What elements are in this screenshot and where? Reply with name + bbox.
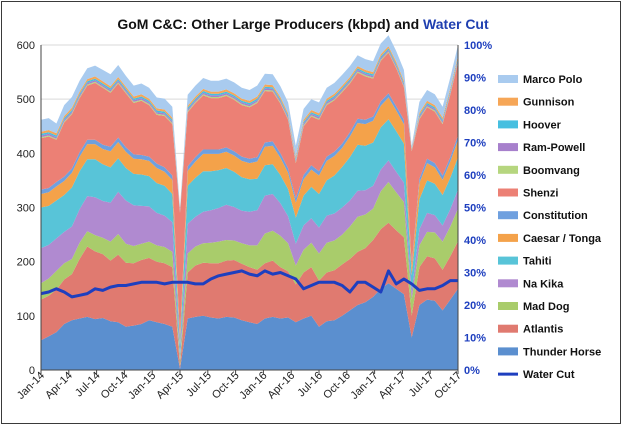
chart-title-main: GoM C&C: Other Large Producers (kbpd) an… xyxy=(117,16,423,32)
legend-swatch xyxy=(498,75,518,83)
legend-label: Ram-Powell xyxy=(523,142,585,154)
x-tick-label: Oct-15 xyxy=(210,370,242,402)
legend-label: Gunnison xyxy=(523,97,575,109)
legend-label: Mad Dog xyxy=(523,301,569,313)
x-tick-label: Oct-14 xyxy=(99,370,131,402)
legend-swatch xyxy=(498,279,518,288)
y-left-tick-label: 300 xyxy=(17,203,35,215)
legend-label: Thunder Horse xyxy=(523,346,601,358)
legend-swatch xyxy=(498,302,518,310)
x-tick-label: Jul-14 xyxy=(73,370,103,400)
y-right-tick-label: 90% xyxy=(464,73,486,85)
legend-label: Tahiti xyxy=(523,256,552,268)
area-thunder-horse xyxy=(41,283,458,370)
area-atlantis xyxy=(41,222,458,369)
y-right-tick-label: 10% xyxy=(464,333,486,345)
legend-swatch xyxy=(498,143,518,152)
legend-label: Caesar / Tonga xyxy=(523,233,602,245)
stacked-areas xyxy=(41,35,458,370)
legend-swatch xyxy=(498,165,518,174)
x-tick-label: Jul-15 xyxy=(184,370,214,400)
legend-label: Shenzi xyxy=(523,188,558,200)
area-tahiti xyxy=(41,119,458,356)
x-tick-label: Apr-15 xyxy=(154,370,186,402)
water-cut-line-layer xyxy=(40,269,458,299)
x-tick-label: Jan-15 xyxy=(126,370,158,402)
x-tick-label: Apr-17 xyxy=(377,370,409,402)
y-left-tick-label: 200 xyxy=(17,257,35,269)
y-left-tick-label: 400 xyxy=(17,148,35,160)
legend-label: Marco Polo xyxy=(523,74,583,86)
y-left-tick-label: 600 xyxy=(17,40,35,52)
legend-label: Atlantis xyxy=(523,324,563,336)
legend-swatch xyxy=(498,324,518,333)
y-right-tick-label: 40% xyxy=(464,235,486,247)
legend: Marco Polo Gunnison Hoover Ram-Powell Boomva… xyxy=(498,74,602,381)
x-tick-label: Oct-17 xyxy=(432,370,464,402)
y-right-tick-label: 50% xyxy=(464,203,486,215)
legend-swatch xyxy=(498,347,518,356)
legend-label: Na Kika xyxy=(523,278,564,290)
legend-swatch xyxy=(498,211,518,220)
chart-title: GoM C&C: Other Large Producers (kbpd) an… xyxy=(117,16,489,32)
area-mad-dog xyxy=(41,182,458,367)
y-left-tick-label: 100 xyxy=(17,311,35,323)
x-tick-label: Apr-16 xyxy=(265,370,297,402)
x-tick-label: Apr-14 xyxy=(43,370,75,402)
chart: GoM C&C: Other Large Producers (kbpd) an… xyxy=(15,16,602,402)
y-right-tick-label: 100% xyxy=(464,40,492,52)
y-right-tick-label: 20% xyxy=(464,300,486,312)
legend-swatch xyxy=(498,97,518,106)
y-left-tick-label: 0 xyxy=(29,365,35,377)
y-right-tick-label: 80% xyxy=(464,105,486,117)
water-cut-line xyxy=(40,269,458,299)
legend-swatch xyxy=(498,256,518,265)
y-right-tick-label: 30% xyxy=(464,268,486,280)
area-shenzi xyxy=(41,52,458,338)
legend-label: Hoover xyxy=(523,119,562,131)
legend-label: Boomvang xyxy=(523,165,580,177)
chart-title-highlight: Water Cut xyxy=(423,16,489,32)
legend-swatch xyxy=(498,188,518,197)
x-tick-label: Jan-17 xyxy=(348,370,380,402)
area-na-kika xyxy=(41,160,458,361)
y-left-tick-label: 500 xyxy=(17,94,35,106)
x-tick-label: Jan-16 xyxy=(237,370,269,402)
legend-label: Constitution xyxy=(523,210,588,222)
legend-swatch xyxy=(498,233,518,242)
x-tick-label: Jul-16 xyxy=(295,370,325,400)
y-right-tick-label: 0% xyxy=(464,365,480,377)
x-tick-label: Jul-17 xyxy=(407,370,437,400)
y-right-tick-label: 60% xyxy=(464,170,486,182)
legend-swatch xyxy=(498,120,518,129)
y-right-tick-label: 70% xyxy=(464,138,486,150)
legend-label: Water Cut xyxy=(523,369,575,381)
x-tick-label: Oct-16 xyxy=(321,370,353,402)
